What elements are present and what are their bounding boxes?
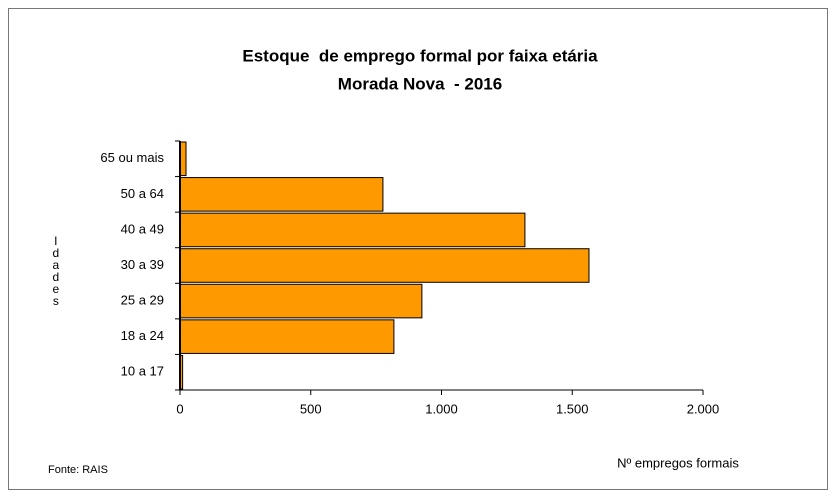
- chart-title: Estoque de emprego formal por faixa etár…: [242, 46, 598, 65]
- bar: [179, 212, 526, 248]
- x-tick-label: 0: [176, 401, 183, 416]
- x-axis-label: Nº empregos formais: [617, 455, 739, 470]
- x-tick-label: 2.000: [687, 401, 720, 416]
- chart-subtitle: Morada Nova - 2016: [338, 74, 502, 93]
- source-note: Fonte: RAIS: [48, 464, 108, 476]
- y-axis-label: Idades: [49, 234, 63, 306]
- y-tick-label: 40 a 49: [121, 221, 164, 236]
- y-tick-label: 30 a 39: [121, 257, 164, 272]
- y-tick-label: 65 ou mais: [100, 150, 164, 165]
- bar: [179, 283, 423, 319]
- bar: [179, 319, 395, 354]
- bar: [179, 248, 590, 283]
- y-tick-label: 50 a 64: [121, 186, 164, 201]
- x-tick-label: 1.000: [425, 401, 458, 416]
- x-tick-label: 500: [300, 401, 322, 416]
- y-tick-label: 25 a 29: [121, 293, 164, 308]
- bar: [179, 177, 384, 212]
- x-tick-label: 1.500: [556, 401, 589, 416]
- y-tick-label: 10 a 17: [121, 364, 164, 379]
- y-tick-label: 18 a 24: [121, 328, 164, 343]
